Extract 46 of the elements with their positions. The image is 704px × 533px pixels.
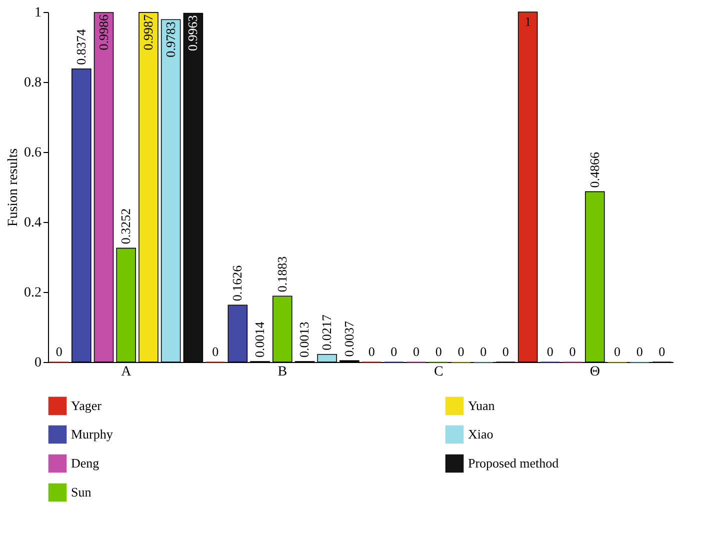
legend-label: Xiao (468, 426, 494, 442)
data-label: 0.9987 (140, 14, 156, 50)
y-tick-label: 1 (34, 6, 42, 20)
data-label: 0 (413, 344, 420, 359)
data-label: 0.0037 (341, 320, 356, 357)
data-label: 0.0217 (319, 314, 334, 350)
data-label: 0 (546, 344, 554, 359)
data-label: 0 (614, 344, 620, 359)
y-tick-label: 0.4 (24, 216, 42, 230)
data-label: 0.8374 (73, 28, 88, 65)
data-label: 0 (458, 344, 464, 359)
x-tick-label: Θ (590, 364, 600, 380)
x-tick-label: B (278, 364, 288, 380)
data-label: 0 (569, 344, 576, 359)
data-label: 0 (502, 344, 509, 359)
y-tick-label: 0.6 (24, 146, 42, 160)
y-tick-label: 0.8 (24, 76, 42, 90)
data-label: 0.0014 (252, 321, 268, 358)
x-tick-label: A (121, 364, 132, 380)
x-tick-label: C (434, 364, 444, 380)
data-label: 0.4866 (586, 151, 602, 188)
data-label: 0.9963 (185, 15, 200, 52)
data-label: 0.9986 (96, 14, 111, 50)
legend-label: Deng (71, 456, 100, 470)
data-label: 0 (435, 344, 442, 359)
y-tick-label: 0 (34, 356, 42, 370)
data-label: 0.3252 (118, 208, 134, 244)
data-label: 1 (524, 14, 532, 29)
data-label: 0.0013 (296, 322, 312, 358)
data-label: 0 (636, 344, 643, 359)
y-tick-label: 0.2 (24, 286, 42, 300)
data-label: 0 (368, 344, 375, 359)
data-label: 0 (56, 344, 62, 359)
legend-label: Yager (71, 398, 102, 413)
legend-label: Sun (71, 484, 92, 500)
data-label: 0.9783 (162, 22, 178, 58)
y-axis-title: Fusion results (6, 148, 21, 227)
legend-label: Proposed method (468, 456, 560, 470)
data-label: 0 (480, 344, 487, 359)
legend-label: Yuan (468, 398, 496, 413)
data-label: 0.1883 (274, 256, 290, 292)
data-label: 0.1626 (230, 264, 245, 302)
data-label: 0 (212, 344, 219, 359)
data-label: 0 (390, 344, 398, 359)
data-label: 0 (658, 344, 666, 359)
legend-label: Murphy (71, 426, 114, 442)
